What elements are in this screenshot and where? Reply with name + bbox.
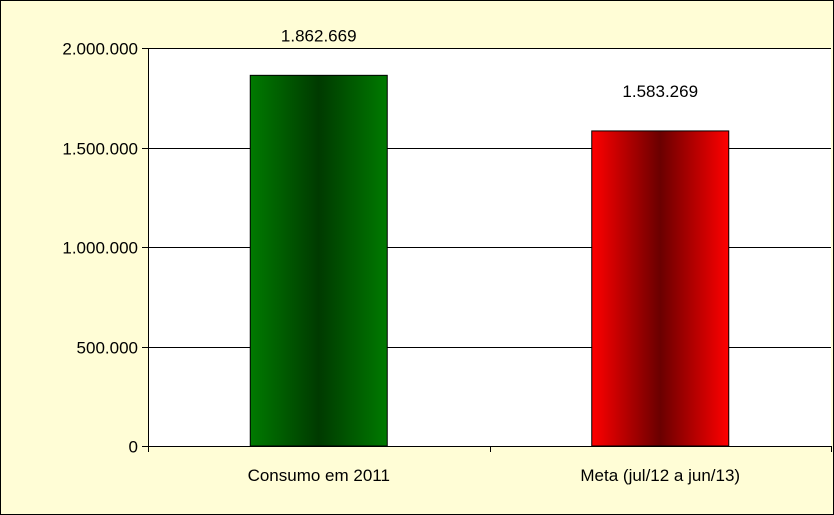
x-category-label: Consumo em 2011 — [248, 466, 390, 485]
y-tick-label: 0 — [129, 438, 138, 457]
data-label: 1.583.269 — [622, 82, 698, 101]
bars — [249, 74, 730, 447]
data-label: 1.862.669 — [281, 26, 357, 45]
bar-2 — [591, 130, 730, 447]
y-tick-label: 1.500.000 — [62, 140, 138, 159]
x-category-label: Meta (jul/12 a jun/13) — [580, 466, 740, 485]
bar-1 — [249, 74, 388, 447]
y-tick-label: 1.000.000 — [62, 239, 138, 258]
y-tick-label: 500.000 — [77, 339, 138, 358]
y-tick-label: 2.000.000 — [62, 40, 138, 59]
labels: 0 500.000 1.000.000 1.500.000 2.000.000 1.862… — [62, 26, 740, 485]
